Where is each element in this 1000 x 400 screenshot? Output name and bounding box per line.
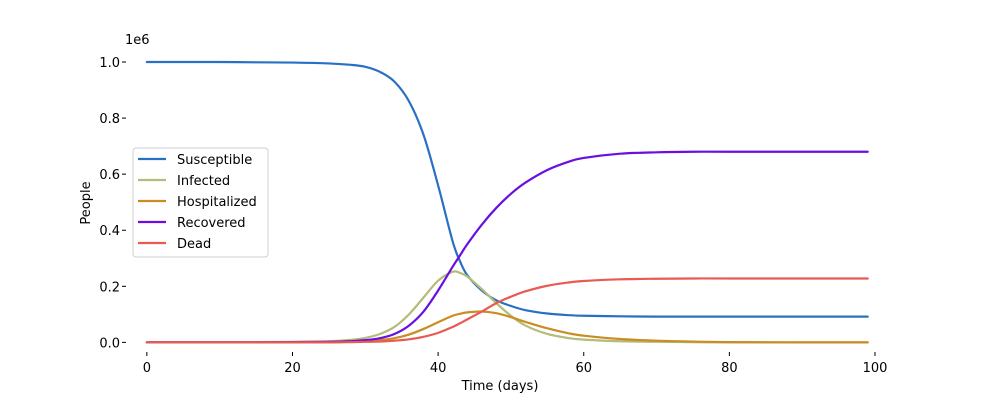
series-line-infected [145,270,869,344]
series-line-dead [145,277,869,344]
x-tick-label: 80 [721,361,738,376]
series-lines [145,60,869,344]
y-tick-label: 0.2 [99,280,120,295]
y-tick-label: 1.0 [99,56,120,71]
legend-label-dead: Dead [177,237,211,252]
y-tick-label: 0.0 [99,336,120,351]
legend-box [132,147,269,258]
y-tick-label: 0.4 [99,224,120,239]
legend: Susceptible Infected Hospitalized Recovered… [132,147,269,258]
y-tick-label: 0.6 [99,168,120,183]
y-axis-offset-label: 1e6 [125,33,150,48]
x-axis-label: Time (days) [461,379,539,394]
legend-label-recovered: Recovered [177,216,246,231]
series-line-susceptible [145,60,869,318]
legend-label-susceptible: Susceptible [177,153,252,168]
axis-ticks: 0 20 40 60 80 100 0.0 0.2 0.4 0.6 0.8 1.0 [99,56,887,376]
legend-label-infected: Infected [177,174,230,189]
y-tick-label: 0.8 [99,112,120,127]
x-tick-label: 40 [430,361,447,376]
legend-label-hospitalized: Hospitalized [177,195,257,210]
y-axis-label: People [79,181,94,224]
x-tick-label: 100 [863,361,888,376]
x-tick-label: 0 [143,361,151,376]
x-tick-label: 20 [284,361,301,376]
x-tick-label: 60 [575,361,592,376]
